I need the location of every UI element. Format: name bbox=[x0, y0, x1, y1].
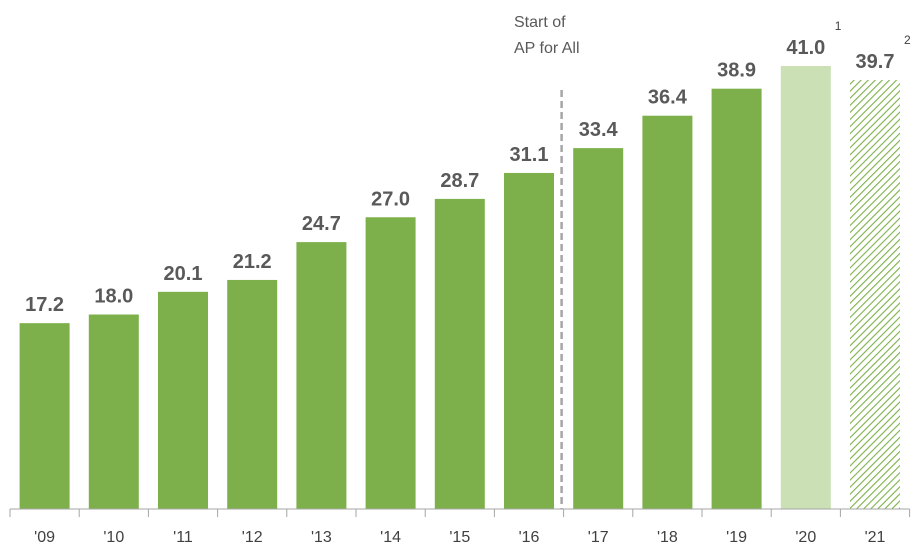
x-tick-label-7: '16 bbox=[519, 529, 540, 546]
value-label-1: 18.0 bbox=[94, 286, 133, 308]
bar-7 bbox=[504, 172, 554, 509]
value-label-4: 24.7 bbox=[302, 213, 341, 235]
value-label-7: 31.1 bbox=[510, 144, 549, 166]
value-labels-group: 17.2 18.0 20.1 21.2 24.7 27.0 28.7 31.1 33.4 36.4… bbox=[25, 19, 911, 316]
divider-group: Start of AP for All bbox=[514, 14, 580, 509]
bar-2 bbox=[158, 291, 208, 509]
footnote-marker-12: 2 bbox=[904, 33, 911, 47]
value-label-11: 41.0 bbox=[786, 37, 825, 59]
bar-5 bbox=[365, 217, 416, 509]
value-label-12: 39.7 bbox=[856, 51, 895, 73]
value-label-0: 17.2 bbox=[25, 294, 64, 316]
bar-6 bbox=[434, 198, 485, 509]
annotation-line-1: Start of bbox=[514, 14, 566, 31]
value-label-5: 27.0 bbox=[371, 188, 410, 210]
value-label-10: 38.9 bbox=[717, 60, 756, 82]
value-label-8: 33.4 bbox=[579, 119, 619, 141]
bars-group bbox=[19, 66, 900, 510]
x-tick-label-11: '20 bbox=[795, 529, 816, 546]
value-label-2: 20.1 bbox=[164, 263, 203, 285]
bar-3 bbox=[227, 279, 278, 509]
value-label-3: 21.2 bbox=[233, 251, 272, 273]
x-tick-label-2: '11 bbox=[173, 529, 193, 546]
x-tick-label-8: '17 bbox=[588, 529, 609, 546]
value-label-9: 36.4 bbox=[648, 87, 688, 109]
bar-1 bbox=[88, 314, 139, 509]
footnote-marker-11: 1 bbox=[835, 19, 842, 33]
x-axis: '09 '10 '11 '12 '13 '14 '15 '16 '17 '18 '19 '20 '21 bbox=[9, 508, 911, 546]
bar-12 bbox=[850, 80, 900, 510]
x-tick-label-12: '21 bbox=[865, 529, 886, 546]
annotation-line-2: AP for All bbox=[514, 40, 580, 57]
x-tick-label-6: '15 bbox=[449, 529, 470, 546]
bar-0 bbox=[19, 323, 70, 509]
bar-10 bbox=[711, 88, 762, 509]
x-tick-label-9: '18 bbox=[657, 529, 678, 546]
bar-9 bbox=[642, 115, 693, 509]
value-label-6: 28.7 bbox=[440, 170, 479, 192]
x-tick-label-10: '19 bbox=[726, 529, 747, 546]
bar-11 bbox=[780, 66, 831, 509]
bar-4 bbox=[296, 242, 347, 509]
x-tick-label-5: '14 bbox=[380, 529, 401, 546]
bar-8 bbox=[573, 148, 624, 510]
x-tick-label-1: '10 bbox=[103, 529, 124, 546]
x-tick-label-4: '13 bbox=[311, 529, 332, 546]
x-tick-label-0: '09 bbox=[34, 529, 55, 546]
x-tick-label-3: '12 bbox=[242, 529, 263, 546]
